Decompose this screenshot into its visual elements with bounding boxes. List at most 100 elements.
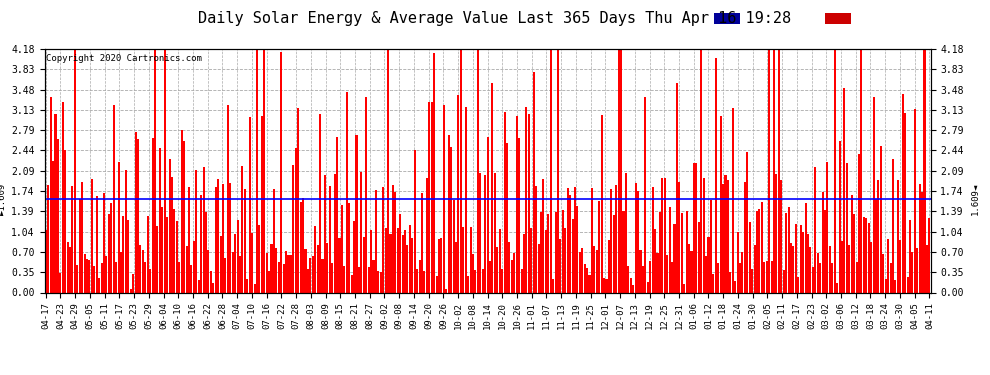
Bar bbox=[743, 182, 745, 292]
Bar bbox=[203, 167, 205, 292]
Bar bbox=[618, 49, 620, 292]
Bar bbox=[467, 276, 469, 292]
Bar bbox=[666, 255, 668, 292]
Bar bbox=[756, 210, 758, 292]
Bar bbox=[484, 174, 486, 292]
Bar bbox=[434, 53, 436, 292]
Bar bbox=[314, 226, 316, 292]
Bar bbox=[625, 174, 627, 292]
Bar bbox=[845, 163, 847, 292]
Bar bbox=[904, 113, 906, 292]
Bar bbox=[753, 245, 755, 292]
Bar bbox=[725, 176, 727, 292]
Bar bbox=[334, 174, 336, 292]
Bar bbox=[761, 202, 763, 292]
Bar bbox=[297, 108, 299, 292]
Bar bbox=[800, 225, 802, 292]
Bar bbox=[608, 240, 610, 292]
Bar bbox=[247, 279, 248, 292]
Bar bbox=[880, 146, 882, 292]
Bar bbox=[633, 285, 635, 292]
Bar bbox=[239, 256, 241, 292]
Bar bbox=[260, 116, 263, 292]
Bar bbox=[176, 220, 178, 292]
Bar bbox=[365, 97, 367, 292]
Bar bbox=[171, 177, 173, 292]
Bar bbox=[344, 266, 346, 292]
Bar bbox=[695, 163, 697, 292]
Bar bbox=[611, 189, 613, 292]
Bar bbox=[746, 152, 748, 292]
Bar bbox=[916, 249, 919, 292]
Bar bbox=[91, 179, 93, 292]
Bar bbox=[280, 52, 282, 292]
Bar bbox=[924, 49, 926, 292]
Bar bbox=[79, 199, 81, 292]
Bar bbox=[661, 178, 663, 292]
Bar bbox=[101, 264, 103, 292]
Bar bbox=[646, 282, 648, 292]
Bar bbox=[557, 49, 559, 292]
Bar bbox=[790, 243, 792, 292]
Bar bbox=[256, 49, 258, 292]
Bar bbox=[858, 154, 860, 292]
Bar bbox=[309, 258, 312, 292]
Bar bbox=[870, 242, 872, 292]
Bar bbox=[496, 247, 498, 292]
Bar bbox=[668, 207, 670, 292]
Bar bbox=[613, 214, 615, 292]
Legend: Average  ($), Daily  ($): Average ($), Daily ($) bbox=[711, 10, 926, 27]
Bar bbox=[81, 182, 83, 292]
Bar bbox=[225, 258, 227, 292]
Bar bbox=[443, 105, 445, 292]
Bar bbox=[195, 170, 197, 292]
Bar bbox=[265, 253, 267, 292]
Bar bbox=[690, 251, 693, 292]
Bar bbox=[222, 184, 224, 292]
Bar bbox=[251, 233, 253, 292]
Bar bbox=[615, 184, 618, 292]
Bar bbox=[234, 234, 237, 292]
Bar bbox=[324, 176, 326, 292]
Bar bbox=[120, 252, 122, 292]
Bar bbox=[528, 114, 530, 292]
Bar bbox=[300, 202, 302, 292]
Bar bbox=[678, 182, 680, 292]
Bar bbox=[290, 255, 292, 292]
Bar bbox=[805, 203, 807, 292]
Bar bbox=[630, 278, 632, 292]
Bar bbox=[409, 225, 411, 292]
Bar bbox=[628, 266, 630, 292]
Bar bbox=[601, 116, 603, 292]
Bar bbox=[681, 213, 683, 292]
Bar bbox=[486, 137, 489, 292]
Bar bbox=[317, 245, 319, 292]
Bar bbox=[407, 245, 409, 292]
Bar bbox=[348, 203, 350, 292]
Bar bbox=[768, 49, 770, 292]
Bar bbox=[708, 237, 710, 292]
Bar bbox=[620, 49, 622, 292]
Bar bbox=[462, 227, 464, 292]
Bar bbox=[889, 263, 892, 292]
Bar bbox=[827, 162, 829, 292]
Bar bbox=[785, 213, 787, 292]
Bar bbox=[897, 180, 899, 292]
Bar bbox=[336, 137, 339, 292]
Bar bbox=[56, 139, 59, 292]
Bar bbox=[212, 283, 214, 292]
Bar bbox=[506, 143, 508, 292]
Bar bbox=[742, 252, 743, 292]
Bar bbox=[416, 269, 418, 292]
Bar bbox=[705, 256, 707, 292]
Bar bbox=[841, 241, 843, 292]
Bar bbox=[839, 141, 841, 292]
Bar bbox=[671, 262, 673, 292]
Text: Copyright 2020 Cartronics.com: Copyright 2020 Cartronics.com bbox=[47, 54, 202, 63]
Bar bbox=[812, 267, 814, 292]
Bar bbox=[441, 238, 443, 292]
Bar bbox=[552, 279, 554, 292]
Bar bbox=[863, 217, 865, 292]
Bar bbox=[207, 250, 210, 292]
Bar bbox=[166, 217, 168, 292]
